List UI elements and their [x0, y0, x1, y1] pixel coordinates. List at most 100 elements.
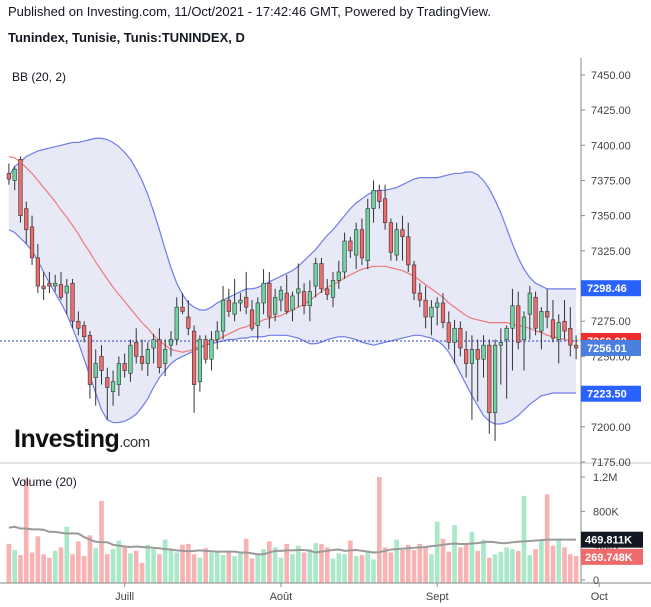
candle-body	[82, 325, 87, 338]
x-tick-label: Oct	[591, 591, 608, 603]
volume-bar	[544, 494, 550, 583]
candle-body	[446, 322, 451, 343]
candle-body	[574, 344, 579, 349]
candle-body	[411, 264, 417, 294]
candle-body	[521, 316, 527, 340]
volume-bar	[510, 549, 515, 583]
price-tick-label: 7350.00	[591, 211, 631, 223]
volume-bar	[463, 543, 469, 583]
volume-bar	[145, 544, 151, 583]
x-tick-label: Août	[270, 591, 293, 603]
logo-main: Investing	[14, 425, 120, 453]
volume-bar	[214, 551, 220, 583]
candle-body	[290, 295, 295, 311]
volume-bar	[365, 550, 371, 583]
candle-body	[180, 306, 185, 312]
candle-body	[244, 297, 249, 308]
volume-bar	[319, 543, 324, 583]
volume-bar	[104, 554, 110, 583]
volume-bar	[313, 543, 318, 583]
candle-body	[348, 240, 353, 252]
candle-body	[307, 291, 312, 307]
candle-body	[87, 335, 93, 385]
candle-body	[406, 236, 411, 266]
volume-bar	[41, 554, 46, 583]
candle-body	[226, 299, 231, 312]
volume-bar	[272, 547, 278, 583]
x-tick-label: Juill	[115, 591, 134, 603]
volume-bar	[6, 543, 12, 583]
candle-body	[139, 356, 145, 364]
candle-body	[458, 327, 463, 349]
candle-body	[232, 302, 237, 315]
price-label-text: 7223.50	[587, 389, 627, 401]
volume-bar	[168, 549, 174, 583]
candle-body	[284, 292, 289, 312]
price-pane	[0, 137, 581, 441]
investing-logo: Investing.com	[14, 425, 150, 454]
volume-bar	[290, 554, 295, 583]
candle-body	[475, 349, 480, 360]
candle-body	[504, 327, 509, 340]
candle-body	[186, 316, 191, 329]
candle-body	[325, 288, 330, 295]
volume-bar	[556, 538, 562, 583]
volume-bar	[186, 543, 191, 583]
candle-body	[203, 339, 208, 360]
volume-bar	[58, 547, 64, 583]
volume-bar	[400, 549, 405, 583]
price-tick-label: 7400.00	[591, 140, 631, 152]
volume-bar	[336, 553, 342, 583]
candle-body	[568, 327, 573, 346]
volume-bar	[469, 531, 475, 583]
candle-body	[41, 285, 46, 290]
candle-body	[105, 377, 110, 388]
volume-bar	[70, 554, 75, 583]
candle-body	[255, 302, 260, 326]
price-pane-title: BB (20, 2)	[12, 70, 66, 84]
candle-body	[238, 299, 243, 304]
candle-body	[134, 342, 139, 357]
volume-bar	[110, 549, 116, 583]
candle-body	[469, 349, 475, 364]
volume-label-box	[581, 548, 643, 565]
volume-bar	[191, 554, 197, 583]
candle-body	[417, 292, 422, 301]
price-tick-label: 7450.00	[591, 70, 631, 82]
candle-body	[145, 349, 150, 364]
axes: 7450.00 7425.00 7400.00 7375.00 7350.00 7325.…	[0, 58, 651, 603]
volume-bar	[301, 552, 307, 583]
volume-bar	[353, 555, 359, 583]
candle-body	[377, 190, 382, 202]
volume-bar	[452, 525, 457, 583]
volume-bar	[81, 555, 87, 583]
candle-body	[545, 311, 550, 318]
candle-body	[278, 289, 284, 301]
candle-body	[128, 344, 133, 374]
candle-body	[70, 282, 75, 322]
volume-bar	[203, 548, 208, 583]
volume-bar	[93, 548, 99, 583]
volume-bar	[568, 554, 573, 583]
volume-bar	[533, 549, 538, 583]
candle-body	[481, 344, 486, 360]
volume-bar	[238, 553, 243, 583]
volume-bar	[498, 551, 504, 583]
volume-bar	[295, 545, 301, 583]
volume-bar	[486, 557, 492, 583]
candle-body	[330, 280, 336, 298]
volume-bar	[284, 543, 290, 583]
candle-body	[313, 263, 318, 287]
candle-body	[550, 319, 556, 339]
candle-body	[116, 363, 121, 385]
candle-body	[301, 291, 307, 307]
bb-lower-line	[8, 229, 577, 425]
volume-bar	[423, 547, 428, 583]
candle-body	[99, 356, 104, 371]
candle-body	[371, 190, 376, 209]
candle-body	[110, 381, 116, 392]
candle-body	[12, 168, 17, 181]
volume-bar	[52, 550, 58, 583]
volume-pane-title: Volume (20)	[12, 475, 77, 489]
